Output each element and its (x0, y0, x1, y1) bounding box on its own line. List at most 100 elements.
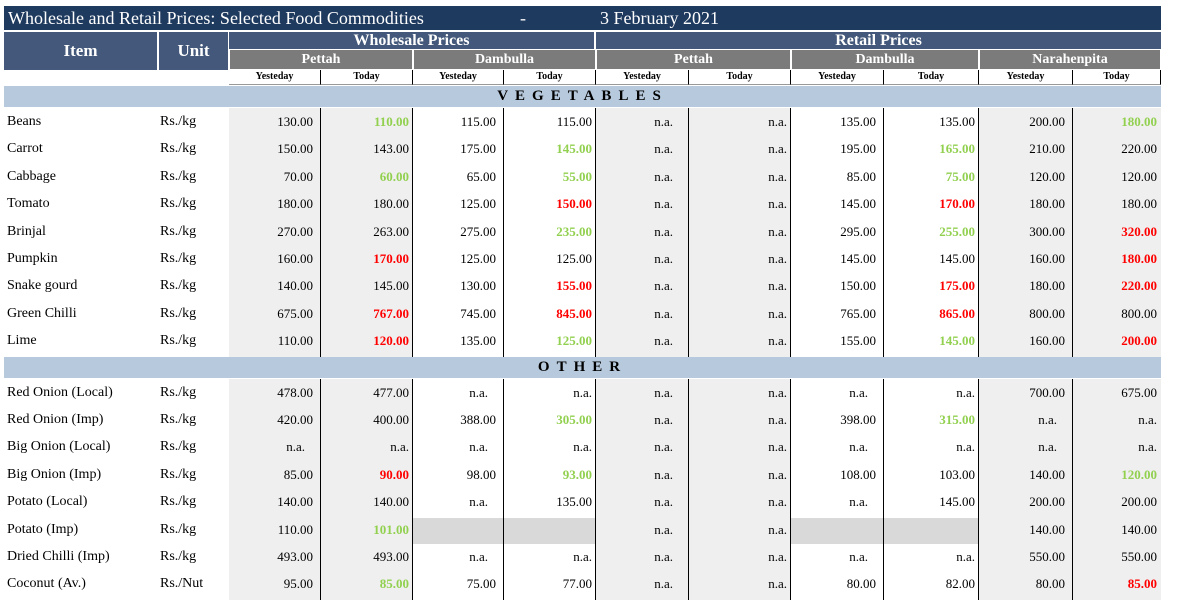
shaded-column (229, 108, 321, 357)
column-divider (883, 378, 884, 600)
price-cell: n.a. (849, 494, 868, 510)
yesterday-label: Yesteday (979, 70, 1073, 85)
price-cell: 478.00 (277, 384, 313, 400)
price-cell: 80.00 (1035, 576, 1065, 592)
price-cell: 315.00 (939, 412, 975, 427)
price-cell: n.a. (654, 412, 673, 427)
shaded-column (689, 378, 791, 600)
retail-header: Retail Prices (596, 32, 1161, 49)
column-divider (790, 378, 791, 600)
price-cell: n.a. (768, 278, 787, 294)
item-name: Big Onion (Local) (7, 439, 111, 455)
item-unit: Rs./kg (160, 549, 197, 564)
price-cell: 80.00 (846, 576, 876, 592)
price-cell: 700.00 (1029, 384, 1065, 400)
item-name: Lime (7, 333, 37, 349)
column-divider (1072, 378, 1073, 600)
market-header: Dambulla (792, 50, 978, 69)
price-cell: n.a. (956, 549, 975, 564)
price-cell: 115.00 (460, 114, 496, 129)
price-cell: 125.00 (460, 196, 496, 212)
price-cell: 195.00 (840, 141, 876, 157)
item-unit: Rs./kg (160, 439, 197, 455)
price-cell: n.a. (469, 439, 488, 455)
item-name: Big Onion (Imp) (7, 466, 102, 482)
price-cell: n.a. (654, 384, 673, 400)
shaded-column (229, 378, 321, 600)
price-cell: n.a. (768, 439, 787, 455)
price-cell: n.a. (654, 223, 673, 239)
price-cell: 135.00 (939, 114, 975, 129)
price-cell: 140.00 (277, 494, 313, 510)
price-cell: 85.00 (379, 576, 409, 592)
price-cell: 140.00 (1029, 466, 1065, 482)
price-cell: 200.00 (1121, 494, 1157, 510)
price-cell: 90.00 (379, 466, 409, 482)
price-cell: 143.00 (373, 141, 409, 157)
price-cell: 275.00 (460, 223, 496, 239)
price-cell: 477.00 (373, 384, 409, 400)
price-cell: 160.00 (1029, 333, 1065, 349)
item-unit: Rs./kg (160, 412, 197, 427)
price-cell: 180.00 (1029, 278, 1065, 294)
price-cell: 765.00 (840, 305, 876, 321)
price-cell: 108.00 (840, 466, 876, 482)
shaded-column (689, 108, 791, 357)
price-cell: n.a. (390, 439, 409, 455)
price-cell: 70.00 (283, 168, 313, 184)
price-cell: 120.00 (1121, 168, 1157, 184)
item-name: Beans (7, 114, 42, 129)
price-cell: 110.00 (277, 333, 313, 349)
item-name: Potato (Imp) (7, 521, 79, 537)
price-cell: 263.00 (373, 223, 409, 239)
price-cell: n.a. (1138, 439, 1157, 455)
column-divider (320, 108, 321, 357)
price-cell: 65.00 (466, 168, 496, 184)
column-divider (595, 378, 596, 600)
price-cell: 140.00 (1121, 521, 1157, 537)
price-cell: n.a. (654, 305, 673, 321)
price-cell: 145.00 (939, 333, 975, 349)
price-cell: 145.00 (939, 494, 975, 510)
unavailable-cell (884, 517, 979, 544)
today-label: Today (1073, 70, 1161, 85)
price-cell: 140.00 (277, 278, 313, 294)
price-cell: n.a. (654, 114, 673, 129)
price-cell: 235.00 (556, 223, 592, 239)
price-cell: 170.00 (939, 196, 975, 212)
price-cell: 140.00 (373, 494, 409, 510)
section-header: VEGETABLES (4, 86, 1161, 107)
price-cell: 155.00 (556, 278, 592, 294)
item-unit: Rs./kg (160, 196, 197, 212)
price-cell: 180.00 (1029, 196, 1065, 212)
price-cell: 388.00 (460, 412, 496, 427)
title-bar: Wholesale and Retail Prices: Selected Fo… (4, 6, 1161, 30)
item-name: Tomato (7, 196, 50, 212)
price-cell: 110.00 (277, 521, 313, 537)
unavailable-cell (413, 517, 504, 544)
item-name: Red Onion (Local) (7, 384, 113, 400)
price-cell: n.a. (768, 549, 787, 564)
price-cell: 130.00 (460, 278, 496, 294)
item-unit: Rs./kg (160, 114, 197, 129)
price-cell: 82.00 (945, 576, 975, 592)
price-cell: n.a. (654, 168, 673, 184)
item-name: Green Chilli (7, 305, 77, 321)
price-cell: n.a. (768, 576, 787, 592)
price-cell: 767.00 (373, 305, 409, 321)
price-cell: 305.00 (556, 412, 592, 427)
price-cell: 175.00 (939, 278, 975, 294)
item-unit: Rs./kg (160, 333, 197, 349)
price-cell: 295.00 (840, 223, 876, 239)
column-divider (978, 378, 979, 600)
price-cell: n.a. (768, 251, 787, 266)
price-cell: 125.00 (556, 333, 592, 349)
price-cell: n.a. (654, 576, 673, 592)
price-cell: 85.00 (1127, 576, 1157, 592)
unit-header: Unit (159, 32, 228, 70)
price-cell: n.a. (286, 439, 305, 455)
price-cell: 103.00 (939, 466, 975, 482)
item-name: Pumpkin (7, 251, 58, 266)
price-cell: n.a. (768, 114, 787, 129)
price-cell: 85.00 (283, 466, 313, 482)
